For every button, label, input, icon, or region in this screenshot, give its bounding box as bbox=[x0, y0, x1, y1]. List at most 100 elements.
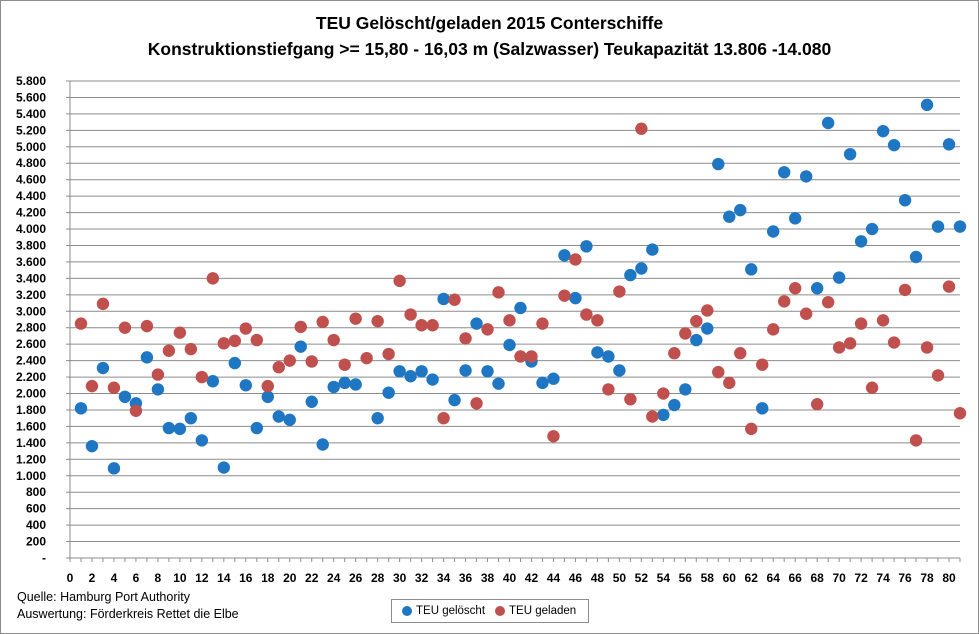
point-teu-geloescht bbox=[151, 383, 165, 396]
y-tick-label: 3.000 bbox=[16, 304, 46, 318]
x-tick-label: 64 bbox=[767, 571, 781, 585]
x-tick-label: 12 bbox=[195, 571, 209, 585]
scatter-plot: -2004006008001.0001.2001.4001.6001.8002.… bbox=[16, 74, 967, 585]
legend-item-geladen: TEU geladen bbox=[495, 605, 576, 617]
point-teu-geladen bbox=[821, 296, 835, 309]
point-teu-geloescht bbox=[701, 322, 714, 335]
point-teu-geladen bbox=[305, 355, 318, 368]
point-teu-geloescht bbox=[821, 116, 835, 130]
x-tick-label: 74 bbox=[876, 571, 890, 585]
point-teu-geladen bbox=[261, 379, 274, 393]
point-teu-geloescht bbox=[723, 210, 736, 223]
point-teu-geloescht bbox=[382, 386, 395, 399]
point-teu-geloescht bbox=[613, 364, 626, 377]
y-tick-label: 1.000 bbox=[16, 469, 46, 483]
x-tick-label: 10 bbox=[173, 571, 187, 585]
point-teu-geladen bbox=[668, 347, 681, 360]
x-tick-label: 18 bbox=[261, 571, 275, 585]
x-tick-label: 0 bbox=[67, 571, 74, 585]
legend-label-geloescht: TEU gelöscht bbox=[416, 605, 486, 617]
x-tick-label: 16 bbox=[239, 571, 253, 585]
x-tick-label: 8 bbox=[155, 571, 162, 585]
x-tick-label: 38 bbox=[481, 571, 495, 585]
chart-subtitle: Konstruktionstiefgang >= 15,80 - 16,03 m… bbox=[147, 39, 832, 59]
point-teu-geladen bbox=[898, 283, 912, 297]
point-teu-geladen bbox=[712, 365, 725, 379]
point-teu-geloescht bbox=[371, 411, 384, 425]
point-teu-geladen bbox=[327, 333, 340, 347]
point-teu-geloescht bbox=[448, 393, 461, 407]
point-teu-geloescht bbox=[349, 378, 362, 391]
y-tick-label: 5.000 bbox=[16, 140, 46, 154]
x-tick-label: 54 bbox=[657, 571, 671, 585]
point-teu-geladen bbox=[470, 397, 483, 410]
point-teu-geladen bbox=[657, 387, 670, 400]
point-teu-geloescht bbox=[646, 243, 659, 256]
point-teu-geloescht bbox=[777, 166, 791, 179]
point-teu-geladen bbox=[250, 333, 263, 347]
y-tick-label: 2.600 bbox=[16, 337, 46, 351]
x-tick-label: 46 bbox=[569, 571, 583, 585]
chart-title: TEU Gelöscht/geladen 2015 Conterschiffe bbox=[315, 13, 664, 33]
grid-layer bbox=[69, 80, 960, 559]
point-teu-geladen bbox=[74, 317, 88, 330]
x-tick-label: 56 bbox=[679, 571, 693, 585]
point-teu-geladen bbox=[283, 354, 296, 367]
point-teu-geloescht bbox=[470, 317, 483, 330]
point-teu-geladen bbox=[272, 361, 285, 374]
point-teu-geloescht bbox=[107, 462, 121, 475]
y-tick-label: 3.800 bbox=[16, 238, 46, 252]
point-teu-geloescht bbox=[635, 262, 648, 275]
y-tick-label: 4.600 bbox=[16, 173, 46, 187]
point-teu-geladen bbox=[679, 327, 692, 340]
y-tick-label: 5.800 bbox=[16, 74, 46, 88]
x-tick-label: 76 bbox=[898, 571, 912, 585]
point-teu-geladen bbox=[624, 393, 637, 406]
point-teu-geloescht bbox=[953, 220, 967, 233]
point-teu-geladen bbox=[228, 334, 242, 348]
x-tick-label: 62 bbox=[745, 571, 759, 585]
x-tick-label: 40 bbox=[503, 571, 517, 585]
point-teu-geloescht bbox=[679, 383, 692, 396]
point-teu-geloescht bbox=[569, 291, 582, 305]
point-teu-geloescht bbox=[74, 402, 88, 415]
point-teu-geladen bbox=[953, 407, 967, 420]
point-teu-geladen bbox=[129, 404, 143, 417]
point-teu-geladen bbox=[635, 122, 648, 135]
y-tick-label: 3.200 bbox=[16, 288, 46, 302]
series-0 bbox=[74, 98, 967, 475]
point-teu-geloescht bbox=[426, 373, 439, 386]
point-teu-geladen bbox=[767, 323, 780, 336]
legend-label-geladen: TEU geladen bbox=[509, 605, 577, 617]
x-tick-label: 48 bbox=[591, 571, 605, 585]
point-teu-geladen bbox=[832, 341, 846, 354]
x-tick-label: 50 bbox=[613, 571, 627, 585]
y-tick-label: 600 bbox=[26, 502, 46, 516]
point-teu-geladen bbox=[865, 381, 879, 394]
x-tick-label: 6 bbox=[133, 571, 140, 585]
point-teu-geladen bbox=[569, 253, 582, 266]
point-teu-geladen bbox=[481, 323, 494, 336]
y-tick-label: 3.600 bbox=[16, 255, 46, 269]
point-teu-geloescht bbox=[854, 235, 868, 248]
legend-item-geloescht: TEU gelöscht bbox=[402, 605, 485, 617]
point-teu-geloescht bbox=[668, 398, 681, 412]
point-teu-geladen bbox=[547, 430, 560, 443]
x-tick-label: 30 bbox=[393, 571, 407, 585]
data-points bbox=[74, 98, 967, 475]
point-teu-geloescht bbox=[283, 413, 296, 427]
y-tick-label: 200 bbox=[26, 535, 46, 549]
point-teu-geladen bbox=[316, 315, 329, 329]
point-teu-geloescht bbox=[239, 379, 253, 392]
x-tick-label: 26 bbox=[349, 571, 363, 585]
point-teu-geladen bbox=[294, 320, 307, 334]
point-teu-geloescht bbox=[294, 340, 307, 353]
y-tick-label: 400 bbox=[26, 518, 46, 532]
point-teu-geladen bbox=[777, 295, 791, 308]
point-teu-geloescht bbox=[272, 410, 285, 423]
point-teu-geloescht bbox=[261, 390, 274, 404]
point-teu-geloescht bbox=[591, 346, 604, 359]
y-tick-label: 5.400 bbox=[16, 107, 46, 121]
point-teu-geladen bbox=[503, 314, 516, 327]
